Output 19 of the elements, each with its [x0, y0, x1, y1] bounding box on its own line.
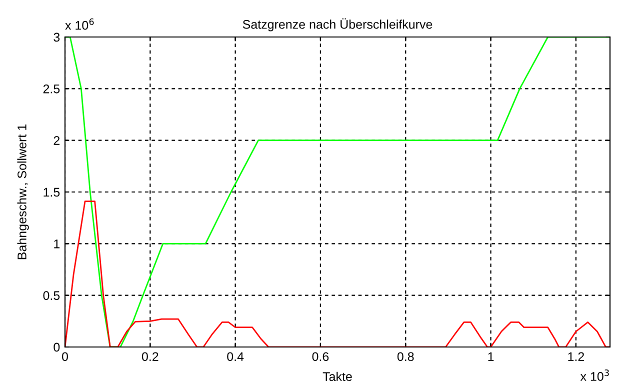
y-tick-label: 0 — [54, 342, 60, 352]
text: x 10$^{6}$ — [65, 18, 94, 30]
y-tick-label: 2 — [54, 136, 60, 145]
y-tick-label: 1 — [54, 240, 60, 248]
y-tick-label: 0.5 — [43, 291, 60, 300]
text: x 10$^{3}$ — [580, 369, 609, 381]
y-axis-title: Bahngeschw., Sollwert 1 — [17, 124, 29, 260]
x-tick-label: 0.8 — [397, 352, 414, 362]
x-tick-label: 0 — [62, 352, 68, 362]
x-tick-label: 0.2 — [142, 352, 158, 362]
y-tick-label: 2.5 — [43, 84, 60, 94]
x-tick-label: 1.2 — [568, 352, 584, 361]
x-axis-title: Takte — [322, 372, 352, 382]
x-tick-label: 0.6 — [312, 352, 329, 362]
x-tick-label: 0.4 — [227, 352, 244, 362]
y-tick-label: 3 — [54, 32, 60, 42]
y-tick-label: 1.5 — [44, 188, 60, 197]
x-tick-label: 1 — [488, 352, 494, 361]
chart-title: Satzgrenze nach Überschleifkurve — [242, 18, 432, 32]
